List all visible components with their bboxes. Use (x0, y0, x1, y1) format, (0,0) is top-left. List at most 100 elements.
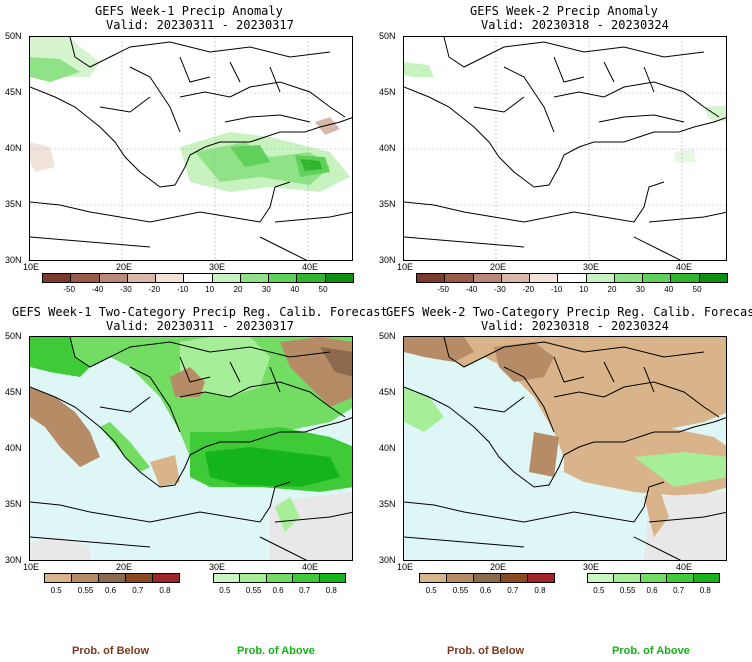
lon-label: 40E (302, 262, 319, 272)
colorbar-segment (699, 274, 727, 282)
colorbar-label: 20 (607, 285, 617, 294)
colorbar-segment (240, 274, 270, 282)
colorbar-label: 40 (664, 285, 674, 294)
lon-label: 10E (397, 262, 414, 272)
lon-label: 40E (676, 262, 693, 272)
lat-label: 35N (379, 199, 396, 209)
colorbar-segment (325, 274, 353, 282)
lat-label: 50N (379, 331, 396, 341)
colorbar-label: 0.55 (619, 586, 636, 595)
lat-label: 40N (379, 443, 396, 453)
colorbar-segment (586, 274, 615, 282)
lon-label: 40E (676, 562, 693, 572)
colorbar-label: 50 (318, 285, 328, 294)
colorbar-segment (667, 574, 694, 582)
colorbar-segment (420, 574, 447, 582)
colorbar-label: 10 (205, 285, 215, 294)
colorbar-label: 0.6 (480, 586, 492, 595)
colorbar-label: -10 (550, 285, 563, 294)
anomaly-colorbar-week1 (42, 273, 354, 283)
colorbar-segment (71, 274, 100, 282)
colorbar-segment (588, 574, 615, 582)
map-week2-anomaly (403, 36, 727, 261)
map-week2-probability (403, 336, 727, 561)
colorbar-label: -10 (176, 285, 189, 294)
colorbar-label: -40 (91, 285, 104, 294)
lon-label: 30E (583, 562, 600, 572)
lon-label: 30E (583, 262, 600, 272)
colorbar-segment (99, 274, 128, 282)
lon-label: 30E (209, 562, 226, 572)
colorbar-label: 0.7 (132, 586, 144, 595)
colorbar-label: 50 (692, 285, 702, 294)
colorbar-label: 0.8 (325, 586, 337, 595)
lat-label: 35N (5, 199, 22, 209)
colorbar-segment (293, 574, 320, 582)
colorbar-segment (614, 574, 641, 582)
lon-label: 10E (397, 562, 414, 572)
legend-prob-below-week2: Prob. of Below (447, 645, 524, 657)
colorbar-segment (269, 274, 298, 282)
colorbar-segment (266, 574, 294, 582)
lat-label: 45N (379, 87, 396, 97)
colorbar-label: 30 (635, 285, 645, 294)
colorbar-segment (643, 274, 672, 282)
lat-label: 40N (5, 143, 22, 153)
colorbar-segment (528, 574, 554, 582)
colorbar-label: 0.6 (272, 586, 284, 595)
legend-prob-below-week1: Prob. of Below (72, 645, 149, 657)
colorbar-label: -50 (437, 285, 449, 294)
colorbar-segment (417, 274, 446, 282)
colorbar-segment (153, 574, 179, 582)
below-colorbar-week2 (419, 573, 555, 583)
colorbar-label: 0.7 (673, 586, 685, 595)
colorbar-label: -40 (465, 285, 478, 294)
colorbar-label: 0.5 (50, 586, 62, 595)
lon-label: 30E (209, 262, 226, 272)
panel2-valid: Valid: 20230318 - 20230324 (481, 18, 669, 32)
colorbar-label: 0.55 (452, 586, 469, 595)
lat-label: 35N (379, 499, 396, 509)
lat-label: 45N (5, 387, 22, 397)
above-colorbar-week2 (587, 573, 720, 583)
lon-label: 20E (490, 562, 507, 572)
lat-label: 30N (379, 555, 396, 565)
colorbar-segment (72, 574, 99, 582)
lat-label: 30N (5, 555, 22, 565)
colorbar-label: 30 (261, 285, 271, 294)
lon-label: 20E (116, 562, 133, 572)
colorbar-segment (99, 574, 126, 582)
lat-label: 50N (379, 31, 396, 41)
panel4-valid: Valid: 20230318 - 20230324 (481, 319, 669, 333)
colorbar-segment (501, 274, 531, 282)
above-colorbar-week1 (213, 573, 346, 583)
colorbar-segment (640, 574, 668, 582)
colorbar-segment (445, 274, 474, 282)
colorbar-segment (474, 574, 501, 582)
colorbar-segment (240, 574, 267, 582)
colorbar-segment (501, 574, 528, 582)
colorbar-label: 0.7 (299, 586, 311, 595)
colorbar-label: 0.6 (646, 586, 658, 595)
colorbar-label: -30 (494, 285, 506, 294)
lon-label: 10E (23, 262, 40, 272)
colorbar-label: 10 (579, 285, 589, 294)
colorbar-label: 0.8 (699, 586, 711, 595)
anomaly-colorbar-week2 (416, 273, 728, 283)
panel1-valid: Valid: 20230311 - 20230317 (106, 18, 294, 32)
colorbar-segment (214, 574, 241, 582)
below-colorbar-week1 (44, 573, 180, 583)
colorbar-segment (43, 274, 72, 282)
colorbar-label: -20 (148, 285, 161, 294)
colorbar-segment (184, 274, 213, 282)
lat-label: 50N (5, 331, 22, 341)
lat-label: 45N (5, 87, 22, 97)
colorbar-segment (447, 574, 474, 582)
legend-prob-above-week1: Prob. of Above (237, 645, 315, 657)
colorbar-label: 0.8 (534, 586, 546, 595)
panel3-valid: Valid: 20230311 - 20230317 (106, 319, 294, 333)
lat-label: 30N (5, 255, 22, 265)
colorbar-segment (473, 274, 502, 282)
colorbar-segment (671, 274, 700, 282)
panel2-title: GEFS Week-2 Precip Anomaly (470, 4, 658, 18)
